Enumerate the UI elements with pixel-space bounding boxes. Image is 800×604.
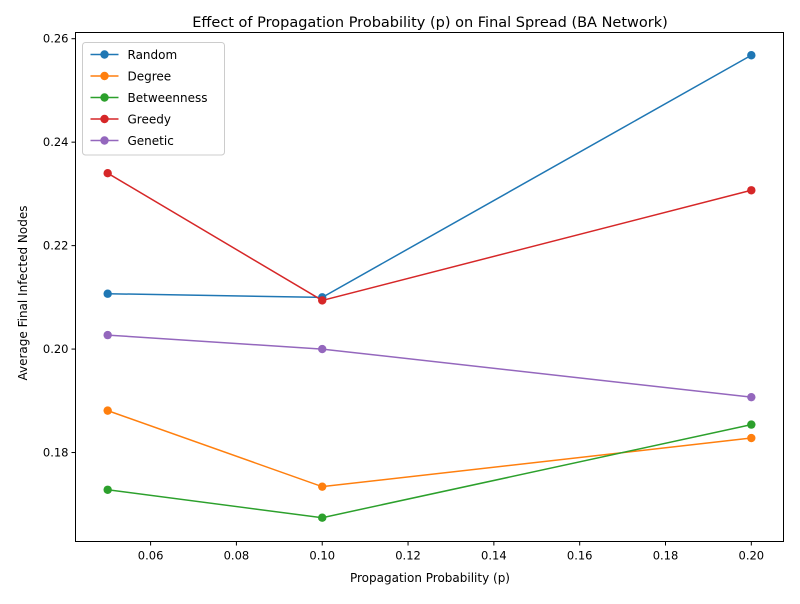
data-point-degree: [103, 406, 112, 415]
data-point-genetic: [103, 330, 112, 340]
data-point-greedy: [318, 296, 327, 305]
data-point-random: [103, 289, 112, 298]
legend-item-greedy: Greedy: [90, 113, 171, 127]
data-point-genetic: [747, 392, 756, 402]
plot-area-frame: [75, 32, 784, 542]
legend-swatch-marker: [100, 93, 109, 102]
legend-item-genetic: Genetic: [90, 134, 174, 148]
data-point-betweenness: [747, 420, 756, 429]
data-point-greedy: [103, 168, 112, 178]
series-line-genetic: [107, 334, 752, 398]
legend-box: [82, 42, 225, 156]
y-axis-label: Average Final Infected Nodes: [16, 205, 30, 380]
y-tick-label: 0.18: [43, 446, 69, 460]
legend-label: Greedy: [128, 113, 171, 127]
series-line-betweenness: [107, 423, 752, 519]
data-point-random: [747, 51, 756, 60]
legend-label: Genetic: [128, 134, 174, 148]
x-tick-label: 0.08: [224, 549, 250, 563]
data-point-betweenness: [103, 485, 112, 494]
y-tick-label: 0.22: [43, 239, 69, 253]
data-point-degree: [747, 433, 756, 443]
series-betweenness: [103, 420, 756, 522]
x-tick-label: 0.18: [653, 549, 679, 563]
legend-item-betweenness: Betweenness: [90, 91, 208, 105]
y-tick-label: 0.20: [43, 342, 69, 356]
legend-label: Random: [128, 48, 178, 62]
legend-item-degree: Degree: [90, 70, 172, 84]
x-tick-label: 0.12: [395, 549, 421, 563]
data-point-betweenness: [318, 513, 327, 522]
y-tick-label: 0.26: [43, 32, 69, 46]
legend-swatch-marker: [100, 50, 109, 59]
legend: Random Degree Betweenness Greedy Genetic: [82, 42, 225, 156]
legend-label: Degree: [128, 70, 172, 84]
x-tick-label: 0.16: [567, 549, 593, 563]
legend-item-random: Random: [90, 48, 178, 62]
legend-swatch-marker: [100, 71, 109, 81]
series-greedy: [103, 168, 756, 305]
chart-title: Effect of Propagation Probability (p) on…: [192, 15, 668, 31]
series-degree: [103, 406, 756, 491]
x-tick-label: 0.06: [138, 549, 164, 563]
y-tick-label: 0.24: [43, 135, 69, 149]
series-genetic: [103, 330, 756, 402]
data-point-genetic: [318, 344, 327, 354]
x-tick-label: 0.14: [481, 549, 507, 563]
x-tick-label: 0.10: [309, 549, 335, 563]
x-tick-label: 0.20: [739, 549, 765, 563]
series-line-degree: [107, 409, 752, 488]
legend-swatch-marker: [100, 136, 109, 145]
data-point-greedy: [747, 186, 756, 195]
legend-swatch-marker: [100, 114, 109, 124]
series-lines: [103, 51, 756, 522]
x-axis-label: Propagation Probability (p): [350, 571, 510, 585]
legend-label: Betweenness: [128, 91, 208, 105]
data-point-degree: [318, 482, 327, 491]
axis-ticks: 0.06 0.08 0.10 0.12 0.14 0.16 0.18 0.20 0.18 0.20…: [43, 32, 764, 563]
